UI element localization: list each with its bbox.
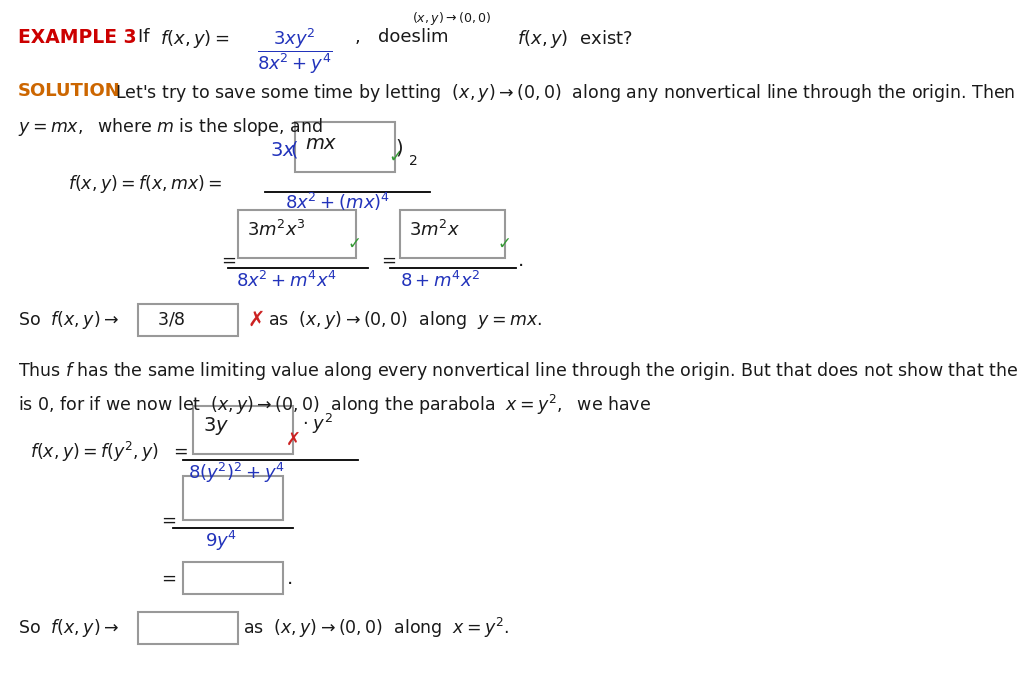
- Text: $8x^2 + m^4x^4$: $8x^2 + m^4x^4$: [236, 271, 337, 291]
- Text: $y = mx,$  where $m$ is the slope, and: $y = mx,$ where $m$ is the slope, and: [18, 116, 323, 138]
- Text: $8 + m^4x^2$: $8 + m^4x^2$: [400, 271, 480, 291]
- Bar: [183, 562, 283, 594]
- Text: ✗: ✗: [286, 431, 301, 449]
- Text: $mx$: $mx$: [305, 135, 338, 153]
- Text: as  $(x, y) \to (0, 0)$  along  $y = mx.$: as $(x, y) \to (0, 0)$ along $y = mx.$: [268, 309, 543, 331]
- Text: ✓: ✓: [348, 235, 361, 253]
- Text: $3y$: $3y$: [203, 415, 229, 437]
- Text: $3m^2x$: $3m^2x$: [409, 220, 460, 240]
- Text: as  $(x, y) \to (0, 0)$  along  $x = y^2.$: as $(x, y) \to (0, 0)$ along $x = y^2.$: [243, 616, 510, 640]
- Text: $=$: $=$: [378, 251, 396, 269]
- Text: $2$: $2$: [408, 154, 418, 168]
- Bar: [400, 210, 505, 258]
- Text: $(x, y) \to (0, 0)$: $(x, y) \to (0, 0)$: [412, 10, 492, 27]
- Text: So  $f(x, y) \to$: So $f(x, y) \to$: [18, 309, 119, 331]
- Text: $\lim$: $\lim$: [420, 28, 449, 46]
- Text: .: .: [518, 251, 524, 270]
- Text: ✗: ✗: [248, 310, 265, 330]
- Text: $=$: $=$: [218, 251, 237, 269]
- Bar: [193, 406, 293, 454]
- Bar: [295, 122, 395, 172]
- Text: SOLUTION: SOLUTION: [18, 82, 121, 100]
- Text: $f(x, y) = f(x, mx) =$: $f(x, y) = f(x, mx) =$: [68, 173, 222, 195]
- Text: $8(y^2)^2 + y^4$: $8(y^2)^2 + y^4$: [188, 461, 285, 485]
- Text: Thus $f$ has the same limiting value along every nonvertical line through the or: Thus $f$ has the same limiting value alo…: [18, 360, 1024, 382]
- Text: $\cdot\; y^2$: $\cdot\; y^2$: [302, 412, 333, 436]
- Text: is 0, for if we now let  $(x, y) \to (0, 0)$  along the parabola  $x = y^2,$  we: is 0, for if we now let $(x, y) \to (0, …: [18, 393, 651, 417]
- Text: ✓: ✓: [388, 148, 403, 166]
- Bar: [138, 612, 238, 644]
- Text: ✓: ✓: [498, 235, 512, 253]
- Text: $=$: $=$: [158, 511, 176, 529]
- Text: $8x^2 + (mx)^4$: $8x^2 + (mx)^4$: [285, 191, 390, 213]
- Bar: [138, 304, 238, 336]
- Text: $3m^2x^3$: $3m^2x^3$: [247, 220, 306, 240]
- Text: So  $f(x, y) \to$: So $f(x, y) \to$: [18, 617, 119, 639]
- Text: $9y^4$: $9y^4$: [205, 529, 238, 553]
- Bar: [238, 210, 356, 258]
- Text: $)$: $)$: [395, 137, 403, 158]
- Text: $f(x, y)$  exist?: $f(x, y)$ exist?: [517, 28, 633, 50]
- Text: $3/8$: $3/8$: [157, 311, 184, 329]
- Text: $f(x, y) =$: $f(x, y) =$: [160, 28, 229, 50]
- Text: $3x\!($: $3x\!($: [270, 138, 299, 160]
- Text: If: If: [138, 28, 161, 46]
- Text: EXAMPLE 3: EXAMPLE 3: [18, 28, 136, 47]
- Text: .: .: [287, 568, 293, 588]
- Text: $=$: $=$: [158, 569, 176, 587]
- Bar: [183, 476, 283, 520]
- Text: $f(x, y) = f(y^2, y)$  $=$: $f(x, y) = f(y^2, y)$ $=$: [30, 440, 187, 464]
- Text: $\dfrac{3xy^2}{8x^2 + y^4}$: $\dfrac{3xy^2}{8x^2 + y^4}$: [257, 26, 333, 76]
- Text: ,   does: , does: [355, 28, 421, 46]
- Text: Let's try to save some time by letting  $(x, y) \to (0, 0)$  along any nonvertic: Let's try to save some time by letting $…: [115, 82, 1016, 104]
